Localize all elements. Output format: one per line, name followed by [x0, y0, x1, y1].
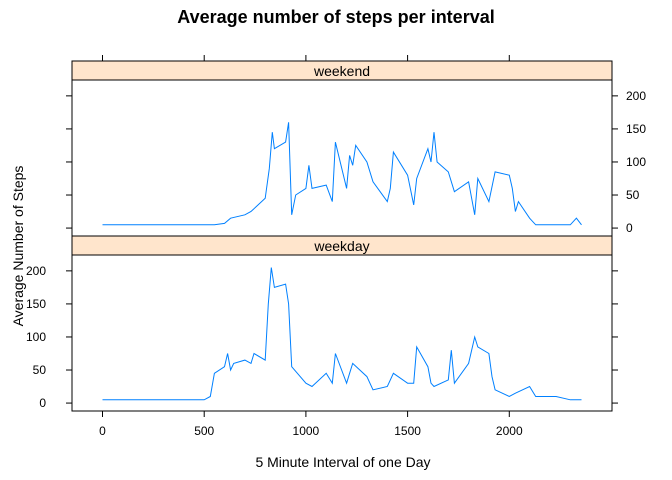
strip-label-weekday: weekday [313, 238, 369, 254]
y-tick-label-weekend-200: 200 [626, 89, 646, 103]
y-tick-label-weekday-150: 150 [26, 297, 46, 311]
y-tick-label-weekday-200: 200 [26, 264, 46, 278]
y-tick-label-weekday-100: 100 [26, 330, 46, 344]
x-tick-label-500: 500 [194, 424, 214, 438]
y-tick-label-weekend-0: 0 [626, 221, 633, 235]
panel-frame-weekend [71, 79, 613, 237]
x-tick-label-2000: 2000 [496, 424, 523, 438]
panel-frame-weekday [71, 254, 613, 412]
chart-title: Average number of steps per interval [177, 7, 494, 27]
y-axis-title: Average Number of Steps [10, 166, 26, 327]
series-line-weekday [102, 267, 582, 401]
y-tick-label-weekend-100: 100 [626, 155, 646, 169]
series-line-weekend [102, 122, 582, 226]
x-tick-label-1000: 1000 [293, 424, 320, 438]
y-tick-label-weekday-0: 0 [39, 396, 46, 410]
x-axis-title: 5 Minute Interval of one Day [255, 454, 430, 470]
x-tick-label-0: 0 [99, 424, 106, 438]
strip-label-weekend: weekend [313, 63, 370, 79]
y-tick-label-weekend-50: 50 [626, 188, 640, 202]
y-tick-label-weekend-150: 150 [626, 122, 646, 136]
x-tick-label-1500: 1500 [394, 424, 421, 438]
y-tick-label-weekday-50: 50 [33, 363, 47, 377]
